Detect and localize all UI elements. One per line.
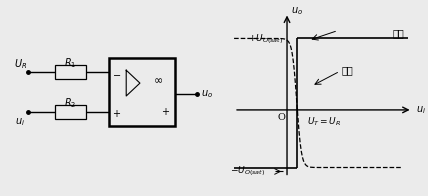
Bar: [55, 105, 86, 119]
Text: $R_2$: $R_2$: [64, 96, 77, 110]
Text: O: O: [277, 113, 285, 122]
Text: $u_o$: $u_o$: [201, 88, 213, 100]
Text: $+$: $+$: [112, 108, 121, 119]
Text: 理想: 理想: [393, 29, 405, 38]
Text: $U_R$: $U_R$: [14, 57, 27, 71]
Bar: [55, 65, 86, 79]
Text: 实际: 实际: [342, 66, 354, 75]
Text: $u_i$: $u_i$: [15, 116, 25, 128]
Text: $+$: $+$: [161, 106, 170, 117]
Text: $-$: $-$: [112, 70, 121, 79]
Text: $U_T=U_R$: $U_T=U_R$: [307, 116, 342, 128]
Text: $+U_{O(sat)}$: $+U_{O(sat)}$: [248, 33, 283, 46]
Text: $R_1$: $R_1$: [64, 56, 77, 70]
Text: $-U_{O(sat)}$: $-U_{O(sat)}$: [230, 165, 265, 178]
Text: $\infty$: $\infty$: [152, 75, 163, 85]
Bar: [109, 58, 175, 126]
Text: $u_i$: $u_i$: [416, 104, 426, 116]
Text: $u_o$: $u_o$: [291, 5, 303, 16]
